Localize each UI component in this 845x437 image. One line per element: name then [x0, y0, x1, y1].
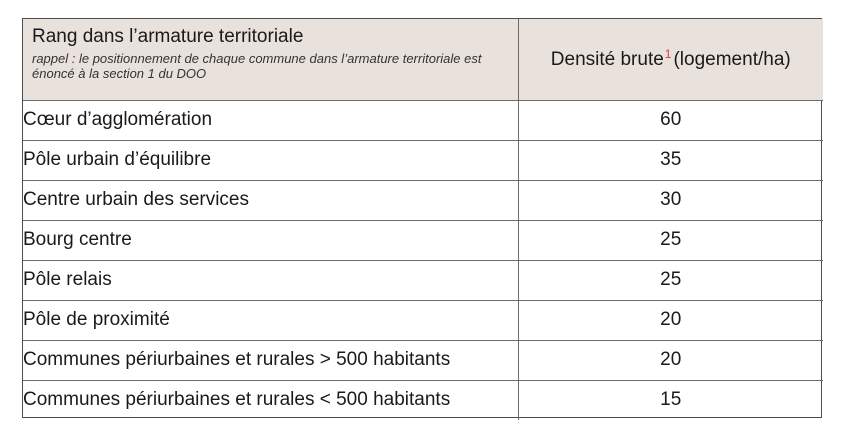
- table-row: Communes périurbaines et rurales > 500 h…: [23, 339, 823, 381]
- density-value-cell: 20: [517, 339, 823, 381]
- density-value-cell: 20: [517, 299, 823, 341]
- table-row: Centre urbain des services 30: [23, 179, 823, 221]
- rank-cell: Pôle relais: [23, 259, 519, 301]
- rank-cell: Centre urbain des services: [23, 179, 519, 221]
- table-row: Cœur d’agglomération 60: [23, 99, 823, 141]
- density-column-unit: (logement/ha): [673, 49, 791, 71]
- rank-cell: Bourg centre: [23, 219, 519, 261]
- rank-column-title: Rang dans l’armature territoriale: [32, 26, 304, 47]
- table-row: Pôle relais 25: [23, 259, 823, 301]
- rank-cell: Pôle urbain d’équilibre: [23, 139, 519, 181]
- table-row: Pôle de proximité 20: [23, 299, 823, 341]
- rank-cell: Pôle de proximité: [23, 299, 519, 341]
- density-table-frame: Rang dans l’armature territoriale rappel…: [22, 18, 823, 420]
- rank-column-header: Rang dans l’armature territoriale rappel…: [23, 19, 519, 101]
- rank-cell: Cœur d’agglomération: [23, 99, 519, 141]
- density-value-cell: 15: [517, 379, 823, 420]
- table-row: Pôle urbain d’équilibre 35: [23, 139, 823, 181]
- density-value-cell: 25: [517, 259, 823, 301]
- footnote-marker: 1: [664, 47, 672, 62]
- density-column-label: Densité brute: [550, 49, 664, 71]
- density-value-cell: 35: [517, 139, 823, 181]
- density-value-cell: 25: [517, 219, 823, 261]
- density-column-header: Densité brute1 (logement/ha): [517, 19, 823, 101]
- density-value-cell: 30: [517, 179, 823, 221]
- rank-column-note: rappel : le positionnement de chaque com…: [32, 51, 482, 81]
- table-row: Bourg centre 25: [23, 219, 823, 261]
- density-value-cell: 60: [517, 99, 823, 141]
- rank-cell: Communes périurbaines et rurales < 500 h…: [23, 379, 519, 420]
- table-header-row: Rang dans l’armature territoriale rappel…: [23, 19, 823, 101]
- table-row: Communes périurbaines et rurales < 500 h…: [23, 379, 823, 420]
- rank-cell: Communes périurbaines et rurales > 500 h…: [23, 339, 519, 381]
- density-table: Rang dans l’armature territoriale rappel…: [23, 19, 823, 420]
